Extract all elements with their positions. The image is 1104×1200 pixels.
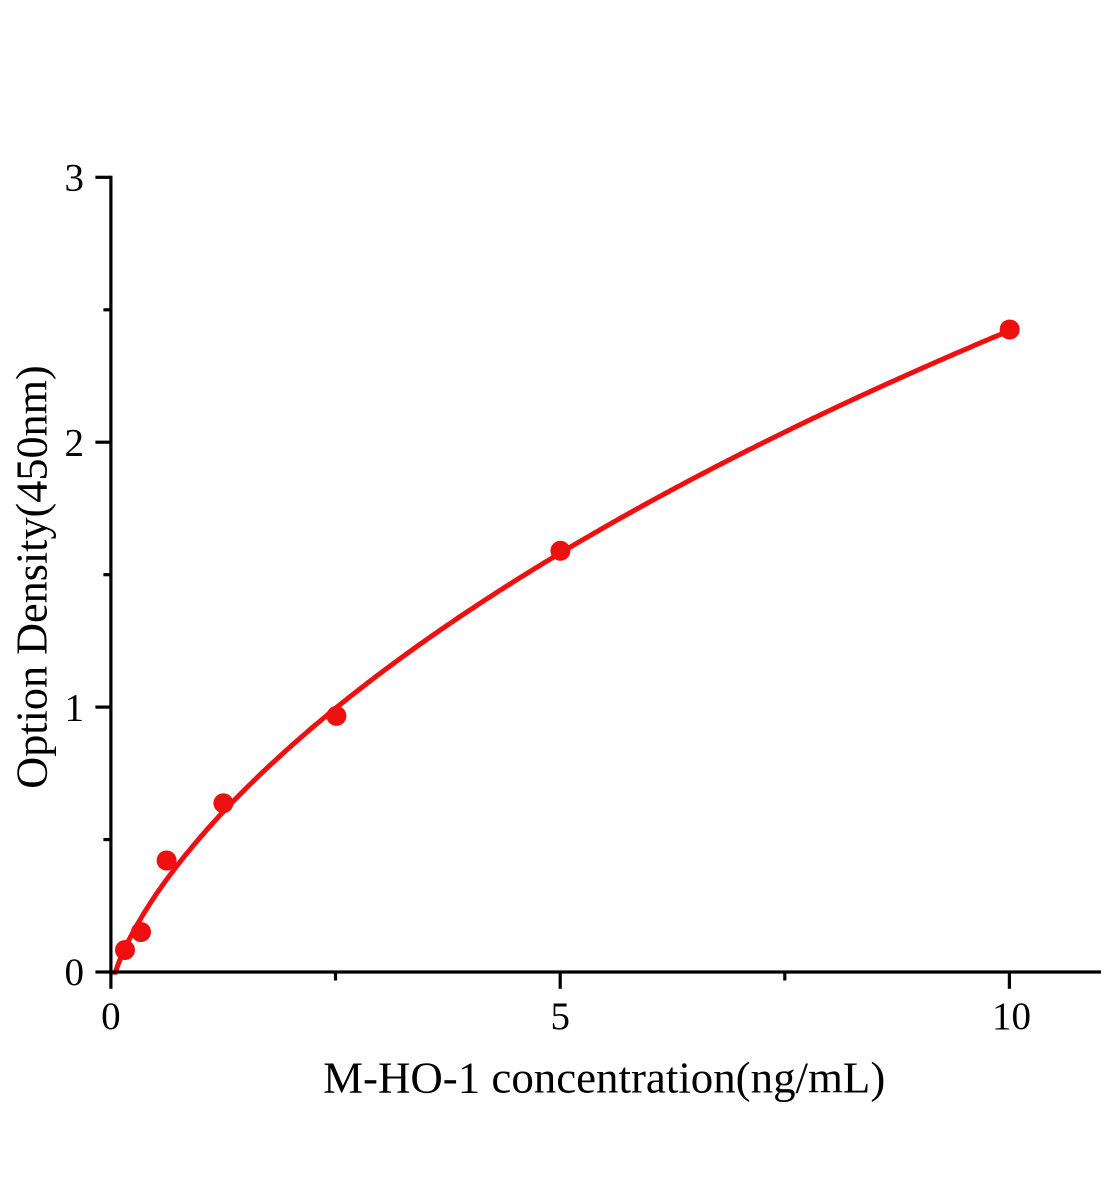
svg-text:0: 0 bbox=[101, 995, 121, 1038]
svg-text:0: 0 bbox=[65, 951, 85, 994]
svg-text:3: 3 bbox=[65, 157, 85, 200]
svg-text:M-HO-1 concentration(ng/mL): M-HO-1 concentration(ng/mL) bbox=[323, 1053, 885, 1103]
svg-text:10: 10 bbox=[992, 995, 1031, 1038]
svg-text:1: 1 bbox=[65, 686, 85, 729]
svg-text:Option Density(450nm): Option Density(450nm) bbox=[7, 365, 56, 788]
svg-text:2: 2 bbox=[65, 421, 85, 464]
svg-text:5: 5 bbox=[550, 995, 570, 1038]
